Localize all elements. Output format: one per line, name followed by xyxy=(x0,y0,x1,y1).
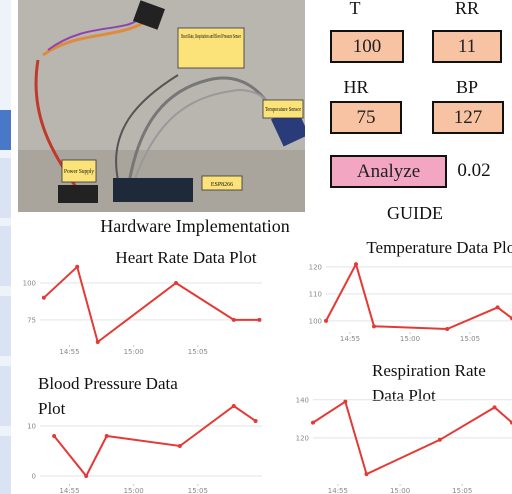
data-point xyxy=(354,262,358,266)
photo-label: Temperature Sensor xyxy=(265,107,301,113)
y-tick-label: 100 xyxy=(23,280,36,288)
data-point xyxy=(232,318,236,322)
y-tick-label: 0 xyxy=(32,473,36,481)
photo-label: Power Supply xyxy=(64,169,94,175)
x-tick-label: 15:05 xyxy=(188,348,208,356)
y-tick-label: 120 xyxy=(309,263,322,271)
guide-label: GUIDE xyxy=(380,203,450,224)
reading-value: 127 xyxy=(432,101,504,134)
data-point xyxy=(232,404,236,408)
data-point xyxy=(174,281,178,285)
analyze-button[interactable]: Analyze xyxy=(330,155,447,188)
y-tick-label: 140 xyxy=(296,396,309,404)
reading-label: BP xyxy=(440,77,494,98)
x-tick-label: 15:00 xyxy=(124,348,144,356)
data-point xyxy=(445,327,449,331)
data-point xyxy=(84,474,88,478)
data-point xyxy=(105,434,109,438)
sidebar-tab[interactable] xyxy=(0,226,11,286)
x-tick-label: 15:05 xyxy=(460,335,480,343)
sidebar-tab[interactable] xyxy=(0,436,11,494)
data-point xyxy=(311,421,315,425)
y-tick-label: 110 xyxy=(309,290,322,298)
data-line xyxy=(326,264,512,329)
reading-label: T xyxy=(330,0,380,19)
chart-title: Respiration Rate Data Plot xyxy=(372,358,512,408)
data-point xyxy=(52,434,56,438)
photo-label: Heart Rate, Respiration and Blood Pressu… xyxy=(181,34,241,40)
data-point xyxy=(364,472,368,476)
data-point xyxy=(496,305,500,309)
y-tick-label: 75 xyxy=(27,316,36,324)
data-point xyxy=(254,419,258,423)
data-point xyxy=(42,296,46,300)
photo-label: ESP8266 xyxy=(211,182,233,188)
sidebar-tab[interactable] xyxy=(0,110,11,150)
hardware-photo: Heart Rate, Respiration and Blood Pressu… xyxy=(18,0,305,212)
y-tick-label: 100 xyxy=(309,317,322,325)
x-tick-label: 14:55 xyxy=(328,487,348,494)
chart-title: Blood Pressure Data Plot xyxy=(38,371,178,421)
sidebar-tab[interactable] xyxy=(0,296,11,356)
y-tick-label: 10 xyxy=(27,423,36,431)
data-point xyxy=(324,319,328,323)
reading-label: HR xyxy=(330,77,382,98)
data-point xyxy=(372,324,376,328)
page: Heart Rate, Respiration and Blood Pressu… xyxy=(0,0,512,494)
sidebar-tab[interactable] xyxy=(0,158,11,218)
data-line xyxy=(313,402,512,474)
x-tick-label: 14:55 xyxy=(59,487,79,494)
data-point xyxy=(75,265,79,269)
x-tick-label: 15:00 xyxy=(390,487,410,494)
reading-value: 75 xyxy=(330,101,402,134)
x-tick-label: 15:05 xyxy=(188,487,208,494)
data-point xyxy=(178,444,182,448)
data-point xyxy=(343,400,347,404)
reading-value: 100 xyxy=(330,30,404,63)
chart-title: Temperature Data Plot xyxy=(362,235,512,260)
chart-title: Heart Rate Data Plot xyxy=(110,245,262,270)
sidebar-tab[interactable] xyxy=(0,366,11,426)
data-point xyxy=(257,318,261,322)
x-tick-label: 15:05 xyxy=(452,487,472,494)
data-point xyxy=(438,438,442,442)
x-tick-label: 14:55 xyxy=(59,348,79,356)
photo-caption: Hardware Implementation xyxy=(70,216,320,237)
x-tick-label: 14:55 xyxy=(340,335,360,343)
y-tick-label: 120 xyxy=(296,434,309,442)
reading-label: RR xyxy=(440,0,494,19)
data-line xyxy=(44,267,260,342)
x-tick-label: 15:00 xyxy=(124,487,144,494)
data-point xyxy=(96,340,100,344)
reading-value: 11 xyxy=(432,30,502,63)
x-tick-label: 15:00 xyxy=(400,335,420,343)
sidebar xyxy=(0,0,11,494)
analyze-result: 0.02 xyxy=(452,160,496,182)
